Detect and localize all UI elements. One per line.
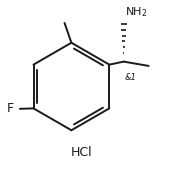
Text: &1: &1: [125, 73, 137, 82]
Text: HCl: HCl: [71, 146, 93, 159]
Text: F: F: [7, 102, 14, 115]
Text: NH$_2$: NH$_2$: [125, 5, 147, 19]
